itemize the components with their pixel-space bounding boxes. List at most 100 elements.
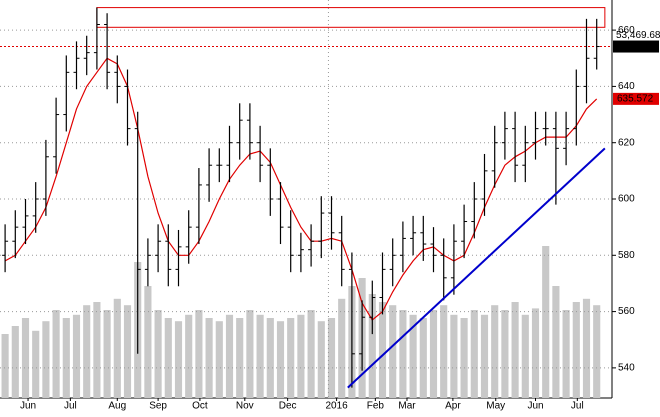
ohlc-bar xyxy=(124,69,131,146)
ohlc-bar xyxy=(73,41,80,90)
x-tick-label: Sep xyxy=(149,401,167,412)
y-tick-label: 660 xyxy=(618,25,635,36)
volume-bar xyxy=(225,314,234,398)
volume-bar xyxy=(429,310,438,398)
volume-bar xyxy=(460,318,468,398)
ohlc-bar xyxy=(318,196,325,259)
ohlc-bar xyxy=(348,252,355,388)
ohlc-bar xyxy=(359,300,366,371)
ohlc-bar xyxy=(246,103,253,160)
volume-bar xyxy=(103,310,111,398)
volume-bar xyxy=(562,310,570,398)
volume-bar xyxy=(593,305,601,398)
ohlc-bar xyxy=(144,238,151,287)
x-tick-label: Jul xyxy=(64,401,77,412)
volume-bar xyxy=(1,334,9,398)
y-tick-label: 560 xyxy=(618,306,635,317)
volume-bar xyxy=(419,318,427,398)
y-tick-label: 540 xyxy=(618,363,635,374)
ohlc-bar xyxy=(461,204,468,259)
ma-label: 635.572 xyxy=(617,94,654,105)
ohlc-bar xyxy=(165,224,172,287)
volume-bar xyxy=(42,321,50,398)
volume-bar xyxy=(236,318,244,398)
ohlc-bar xyxy=(522,125,529,183)
volume-bar xyxy=(52,310,60,398)
ohlc-bar xyxy=(542,111,549,146)
volume-bar xyxy=(389,305,397,398)
volume-bar xyxy=(144,286,152,398)
volume-bar xyxy=(83,305,91,398)
ohlc-bar xyxy=(236,103,243,160)
ohlc-bar xyxy=(93,7,100,70)
volume-bar xyxy=(378,302,387,398)
last-price-label: 654.17 xyxy=(617,41,648,52)
ohlc-bar xyxy=(22,199,29,245)
volume-bar xyxy=(297,314,305,398)
y-tick-label: 600 xyxy=(618,194,635,205)
y-tick-label: 620 xyxy=(618,137,635,148)
ohlc-bar xyxy=(32,182,39,233)
volume-bar xyxy=(542,246,550,398)
ohlc-bar xyxy=(267,148,274,216)
ohlc-bar xyxy=(410,215,417,256)
volume-bar xyxy=(317,321,325,398)
x-tick-label: Feb xyxy=(367,401,385,412)
ohlc-bar xyxy=(175,229,182,287)
x-tick-label: Dec xyxy=(279,401,297,412)
ohlc-bar xyxy=(155,224,162,273)
ohlc-bar xyxy=(104,13,111,90)
ohlc-bar xyxy=(583,18,590,104)
ohlc-bar xyxy=(297,232,304,273)
ohlc-bar xyxy=(287,210,294,273)
ohlc-bar xyxy=(134,111,141,354)
volume-bar xyxy=(174,321,183,398)
volume-bar xyxy=(409,314,417,398)
ohlc-bar xyxy=(257,125,264,183)
volume-bar xyxy=(246,310,254,398)
ohlc-bar xyxy=(369,280,376,335)
ma-label-box xyxy=(613,92,659,105)
ohlc-bar xyxy=(481,153,488,216)
x-tick-label: Aug xyxy=(108,401,126,412)
y-tick-label: 640 xyxy=(618,81,635,92)
volume-bar xyxy=(215,321,223,398)
volume-bar xyxy=(195,310,203,398)
ohlc-bar xyxy=(512,111,519,183)
ohlc-bar xyxy=(328,196,335,250)
volume-bar xyxy=(521,314,529,398)
x-tick-label: Jun xyxy=(20,401,36,412)
x-tick-label: Jul xyxy=(571,401,584,412)
x-tick-label: Jun xyxy=(527,401,543,412)
ohlc-bar xyxy=(226,125,233,183)
volume-bar xyxy=(531,308,540,398)
x-tick-label: Mar xyxy=(398,401,416,412)
volume-bar xyxy=(572,302,580,398)
volume-bar xyxy=(276,321,285,398)
volume-bar xyxy=(93,302,101,398)
ohlc-bar xyxy=(114,55,121,104)
ohlc-bar xyxy=(2,224,9,273)
ohlc-bar xyxy=(12,210,19,259)
ohlc-bar xyxy=(593,18,600,70)
ohlc-bar xyxy=(450,224,457,295)
ohlc-bar xyxy=(83,35,90,76)
volume-bar xyxy=(72,314,81,398)
ohlc-bar xyxy=(338,215,345,287)
last-price-box xyxy=(613,40,659,53)
ohlc-bar xyxy=(389,238,396,287)
ohlc-bar xyxy=(552,111,559,205)
volume-bar xyxy=(470,310,478,398)
volume-bar xyxy=(21,318,30,398)
volume-bar xyxy=(582,298,591,398)
volume-bar xyxy=(399,310,407,398)
x-tick-label: Oct xyxy=(192,401,208,412)
trendline xyxy=(347,147,606,389)
ohlc-bar xyxy=(573,69,580,146)
volume-bar xyxy=(368,294,376,398)
highlight-box xyxy=(96,7,606,28)
ohlc-bar xyxy=(379,252,386,315)
ohlc-bar xyxy=(501,111,508,160)
moving-average xyxy=(4,57,598,321)
annotation: 53,469.68 xyxy=(616,30,660,41)
